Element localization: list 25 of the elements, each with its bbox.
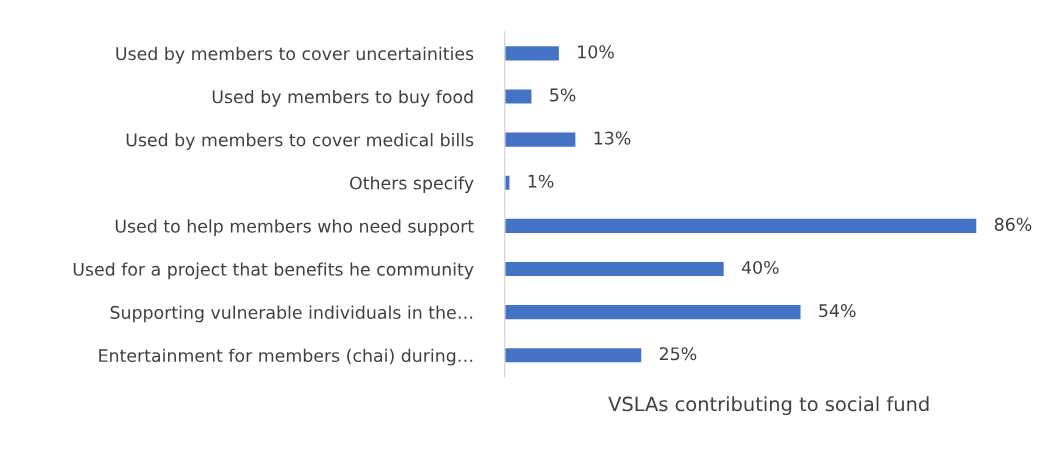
bar — [504, 303, 802, 321]
y-tick-label: Used by members to cover medical bills — [126, 133, 474, 150]
data-label: 54% — [819, 304, 856, 318]
y-tick-label: Used to help members who need support — [115, 219, 474, 237]
y-tick-label: Entertainment for members (chai) during… — [99, 348, 473, 366]
data-label: 1% — [528, 174, 554, 188]
data-label: 40% — [741, 260, 779, 275]
data-label: 10% — [578, 45, 614, 59]
bar — [504, 131, 577, 149]
y-tick-label: Used by members to cover uncertainities — [116, 46, 474, 64]
y-tick-label: Others specify — [350, 176, 474, 193]
y-tick-label: Used for a project that benefits he community — [73, 262, 474, 280]
data-label: 25% — [659, 347, 697, 361]
bar — [504, 260, 726, 278]
data-label: 13% — [594, 131, 631, 145]
x-axis-title: VSLAs contributing to social fund — [608, 396, 929, 416]
bar — [504, 217, 978, 235]
y-tick-label: Supporting vulnerable individuals in the… — [110, 305, 473, 323]
bar — [504, 174, 511, 192]
y-tick-label: Used by members to buy food — [212, 89, 473, 107]
bar — [504, 44, 561, 62]
bar — [504, 346, 643, 364]
data-label: 86% — [994, 217, 1032, 231]
data-label: 5% — [550, 88, 576, 102]
bar — [504, 88, 533, 105]
